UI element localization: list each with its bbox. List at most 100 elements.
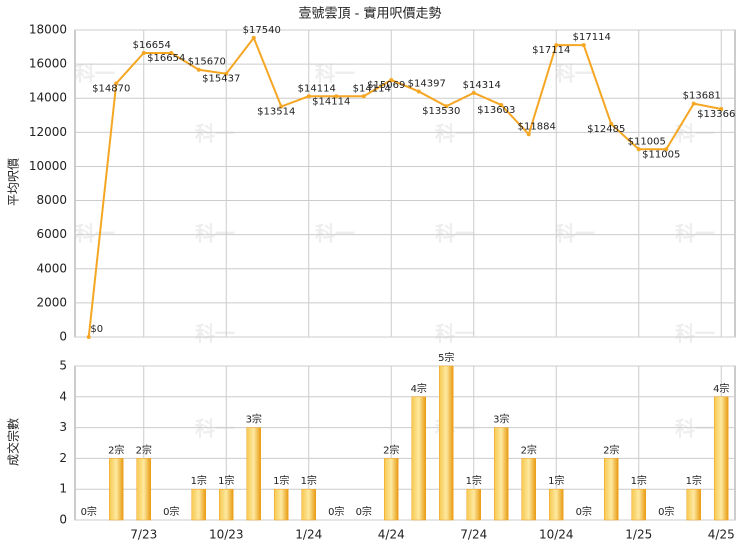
- point: [334, 94, 339, 99]
- point: [224, 71, 229, 76]
- plot-area: [74, 29, 736, 338]
- watermark: 科一: [555, 62, 595, 86]
- data-label: $15437: [202, 74, 240, 85]
- bar: [494, 427, 509, 521]
- bar: [714, 396, 729, 521]
- data-label: 1宗: [301, 474, 317, 487]
- y-tick-label: 0: [59, 330, 67, 344]
- data-label: 2宗: [603, 443, 619, 456]
- data-label: 1宗: [191, 474, 207, 487]
- data-label: 3宗: [493, 413, 509, 426]
- watermark: 科一: [435, 122, 475, 146]
- line: [87, 35, 722, 338]
- data-label: 5宗: [438, 351, 454, 364]
- point: [664, 147, 669, 152]
- data-label: $14114: [298, 83, 336, 94]
- y-tick-label: 3: [59, 420, 67, 434]
- data-label: $0: [90, 324, 103, 335]
- point: [691, 101, 696, 106]
- point: [389, 77, 394, 82]
- data-label: $14870: [92, 83, 130, 94]
- bar: [246, 427, 261, 521]
- data-label: $16654: [147, 53, 185, 64]
- watermark: 科一: [555, 222, 595, 246]
- x-tick-label: 1/25: [625, 528, 652, 542]
- y-tick-label: 6000: [36, 227, 67, 241]
- point: [526, 132, 531, 137]
- data-label: $14397: [408, 78, 446, 89]
- data-label: 1宗: [631, 474, 647, 487]
- data-label: $13530: [422, 106, 460, 117]
- bar: [136, 458, 151, 521]
- data-label: $15670: [188, 57, 226, 68]
- bar: [631, 488, 646, 521]
- data-label: 1宗: [466, 474, 482, 487]
- y-tick-label: 2: [59, 451, 67, 465]
- data-label: $14114: [312, 96, 350, 107]
- data-label: $17540: [243, 25, 281, 36]
- point: [581, 43, 586, 48]
- point: [279, 104, 284, 109]
- watermark: 科一: [195, 122, 235, 146]
- y-axis-label: 成交宗數: [6, 418, 21, 466]
- point: [361, 94, 366, 99]
- point: [251, 35, 256, 40]
- data-label: 2宗: [136, 443, 152, 456]
- data-label: $17114: [573, 32, 611, 43]
- data-label: $12485: [587, 124, 625, 135]
- data-label: $13366: [697, 109, 735, 120]
- data-label: 0宗: [576, 505, 592, 518]
- point: [554, 43, 559, 48]
- watermark: 科一: [195, 417, 235, 441]
- point: [196, 67, 201, 72]
- data-label: $11005: [642, 149, 680, 160]
- data-label: 3宗: [246, 413, 262, 426]
- data-label: 0宗: [163, 505, 179, 518]
- data-label: $11005: [628, 136, 666, 147]
- y-tick-label: 0: [59, 513, 67, 527]
- bar: [301, 488, 316, 521]
- data-label: 4宗: [713, 382, 729, 395]
- watermark: 科一: [675, 322, 715, 346]
- y-axis-label: 平均呎價: [7, 158, 21, 206]
- y-tick-label: 4: [59, 389, 67, 403]
- watermark: 科一: [315, 62, 355, 86]
- data-label: $14314: [463, 80, 501, 91]
- data-label: 0宗: [658, 505, 674, 518]
- y-tick-label: 16000: [29, 57, 67, 71]
- y-tick-label: 8000: [36, 193, 67, 207]
- bar: [521, 458, 536, 521]
- watermark: 科一: [75, 62, 115, 86]
- data-label: $13603: [477, 105, 515, 116]
- data-label: $11884: [518, 121, 556, 132]
- bar: [686, 488, 701, 521]
- watermark: 科一: [435, 322, 475, 346]
- watermark: 科一: [675, 222, 715, 246]
- data-label: 2宗: [521, 443, 537, 456]
- y-tick-label: 4000: [36, 261, 67, 275]
- y-tick-label: 5: [59, 359, 67, 373]
- y-tick-label: 14000: [29, 91, 67, 105]
- data-label: $16654: [133, 40, 171, 51]
- data-label: 2宗: [383, 443, 399, 456]
- bar: [549, 488, 564, 521]
- point: [636, 147, 641, 152]
- y-tick-label: 18000: [29, 23, 67, 37]
- y-tick-label: 1: [59, 482, 67, 496]
- data-label: $13681: [683, 91, 721, 102]
- bar: [191, 488, 206, 521]
- point: [416, 89, 421, 94]
- point: [609, 122, 614, 127]
- bar: [439, 365, 454, 521]
- data-label: $17114: [532, 45, 570, 56]
- watermark: 科一: [195, 222, 235, 246]
- watermark: 科一: [435, 222, 475, 246]
- data-label: 4宗: [411, 382, 427, 395]
- data-label: $15069: [367, 80, 405, 91]
- watermark: 科一: [75, 222, 115, 246]
- point: [444, 104, 449, 109]
- chart-title: 壹號雲頂 - 實用呎價走勢: [299, 6, 442, 22]
- data-label: 1宗: [686, 474, 702, 487]
- point: [471, 90, 476, 95]
